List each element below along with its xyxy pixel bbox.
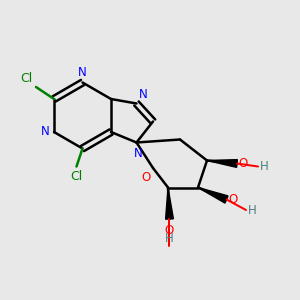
Text: H: H bbox=[165, 232, 174, 244]
Text: N: N bbox=[134, 147, 142, 160]
Text: N: N bbox=[139, 88, 148, 101]
Polygon shape bbox=[207, 160, 237, 167]
Text: Cl: Cl bbox=[70, 169, 83, 182]
Text: O: O bbox=[165, 224, 174, 236]
Text: O: O bbox=[238, 157, 248, 170]
Text: N: N bbox=[78, 67, 87, 80]
Text: H: H bbox=[248, 203, 256, 217]
Text: O: O bbox=[141, 171, 151, 184]
Text: O: O bbox=[228, 193, 237, 206]
Text: H: H bbox=[260, 160, 268, 173]
Polygon shape bbox=[166, 188, 173, 219]
Text: Cl: Cl bbox=[21, 73, 33, 85]
Text: N: N bbox=[41, 125, 50, 139]
Polygon shape bbox=[198, 188, 228, 203]
